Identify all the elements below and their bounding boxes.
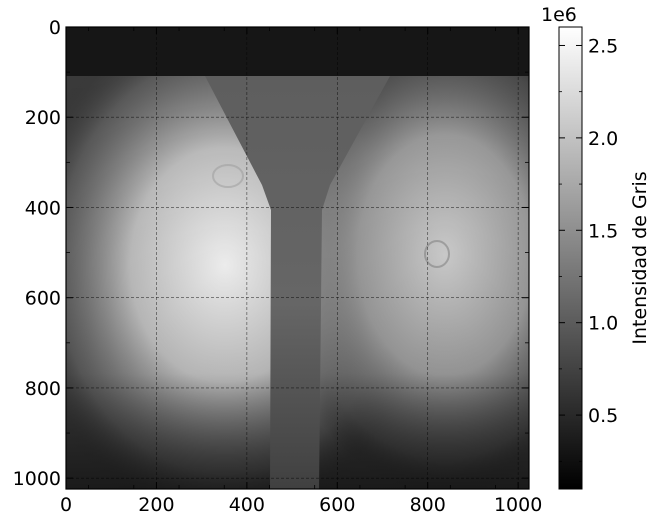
- y-tick-label: 800: [25, 378, 61, 400]
- y-tick-label: 400: [25, 197, 61, 219]
- y-axis: 0 200 400 600 800 1000: [13, 17, 529, 490]
- x-tick-label: 1000: [494, 494, 542, 516]
- colorbar-tick-label: 2.0: [588, 128, 618, 150]
- heatmap-image: [66, 27, 529, 489]
- colorbar-label: Intensidad de Gris: [629, 171, 651, 344]
- colorbar-tick-label: 0.5: [588, 405, 618, 427]
- x-axis: 0 200 400 600 800 1000: [60, 27, 542, 516]
- grid-lines: [66, 27, 529, 489]
- y-tick-label: 1000: [13, 468, 61, 490]
- x-tick-label: 400: [229, 494, 265, 516]
- x-tick-label: 600: [319, 494, 355, 516]
- y-tick-label: 0: [49, 17, 61, 39]
- colorbar: [558, 26, 583, 490]
- colorbar-tick-label: 1.0: [588, 313, 618, 335]
- x-tick-label: 0: [60, 494, 72, 516]
- colorbar-offset-text: 1e6: [541, 4, 577, 26]
- y-tick-label: 200: [25, 107, 61, 129]
- artifact-ring-right: [424, 240, 450, 268]
- colorbar-tick-label: 2.5: [588, 35, 618, 57]
- x-tick-label: 800: [410, 494, 446, 516]
- top-dark-band: [66, 27, 529, 76]
- colorbar-axis: 0.5 1.0 1.5 2.0 2.5: [559, 35, 618, 462]
- y-tick-label: 600: [25, 288, 61, 310]
- central-channel: [205, 76, 390, 489]
- colorbar-tick-label: 1.5: [588, 220, 618, 242]
- image-frame: [65, 26, 530, 490]
- artifact-ring-left: [212, 164, 244, 188]
- x-tick-label: 200: [138, 494, 174, 516]
